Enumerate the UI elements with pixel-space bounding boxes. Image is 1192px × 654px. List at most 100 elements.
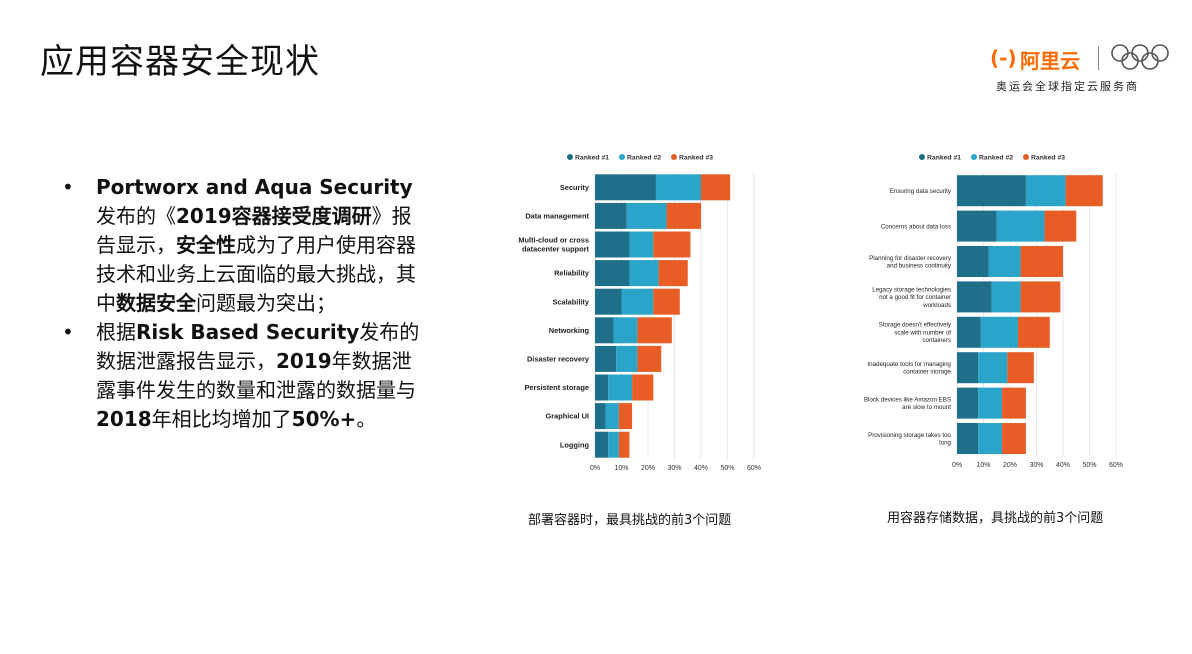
category-label: Scalability (552, 297, 589, 306)
category-label-line: and business continuity (887, 263, 952, 270)
legend-swatch (919, 154, 925, 160)
bullet-text: 。 (356, 407, 377, 431)
bullet-text: 50%+ (291, 407, 357, 431)
category-label-line: Ensuring data security (890, 188, 952, 195)
bar-segment (991, 281, 1021, 313)
x-tick-label: 50% (720, 465, 734, 472)
category-label-line: container storage (903, 369, 951, 376)
legend-swatch (567, 154, 573, 160)
category-label-line: Graphical UI (545, 412, 589, 421)
bar-segment (595, 174, 656, 201)
chart-caption: 部署容器时，最具挑战的前3个问题 (528, 513, 732, 528)
bar-segment (1020, 246, 1063, 277)
chart-container-storage-challenges: Ranked #1 Ranked #2 Ranked #3 0% 10% 20% 30% 40… (864, 154, 1123, 469)
category-label-line: workloads (922, 302, 951, 309)
brand-tagline: 奥运会全球指定云服务商 (996, 80, 1139, 93)
bar-segment (957, 387, 979, 419)
x-tick-label: 60% (747, 465, 761, 472)
category-label: Networking (549, 326, 590, 335)
bar-segment (605, 403, 619, 430)
bullet-text: 2019容器接受度调研 (176, 204, 372, 228)
legend-label: Ranked #1 (927, 155, 961, 162)
brand-name: 阿里云 (1020, 49, 1080, 73)
legend-label: Ranked #3 (1031, 155, 1065, 162)
x-tick-label: 30% (667, 465, 681, 472)
brand-logo: (-) 阿里云 奥运会全球指定云服务商 (990, 40, 1180, 100)
legend-label: Ranked #3 (679, 155, 713, 162)
legend-swatch (671, 154, 677, 160)
bullet-text: Risk Based Security (136, 320, 360, 344)
bar-segment (629, 231, 654, 258)
legend-swatch (971, 154, 977, 160)
category-label-line: Block devices like Amazon EBS (864, 396, 951, 403)
aliyun-logo-icon: (-) (990, 46, 1017, 70)
category-label-line: Planning for disaster recovery (869, 255, 952, 262)
bar-segment (618, 403, 633, 430)
olympic-rings-icon (1111, 44, 1169, 70)
category-label: Multi-cloud or cross datacenter support (518, 235, 589, 253)
bar-segment (595, 317, 614, 344)
bar-segment (626, 202, 667, 229)
bar-segment (629, 260, 659, 287)
bar-segment (658, 260, 688, 287)
bar-segment (608, 431, 619, 458)
bar-segment (595, 231, 630, 258)
category-label: Provisioning storage takes too long (868, 432, 951, 447)
category-label-line: long (939, 440, 951, 447)
category-label-line: are slow to mount (902, 404, 951, 411)
x-tick-label: 40% (694, 465, 708, 472)
category-label-line: Logging (560, 440, 590, 449)
x-tick-label: 10% (614, 465, 628, 472)
page-title: 应用容器安全现状 (40, 42, 320, 82)
category-label-line: Provisioning storage takes too (868, 432, 951, 439)
bar-segment (957, 352, 979, 384)
bullet-text: Portworx and Aqua Security (96, 175, 413, 199)
bar-segment (637, 345, 662, 372)
bullet-text: 发布的数据泄露报告显示， (96, 320, 420, 373)
category-label-line: Disaster recovery (527, 354, 590, 363)
bar-segment (988, 246, 1021, 277)
bullet-text: 2019 (276, 349, 332, 373)
bar-segment (957, 316, 981, 348)
legend-label: Ranked #2 (979, 155, 1013, 162)
bar-segment (1002, 423, 1026, 454)
category-label-line: Persistent storage (525, 383, 590, 392)
x-tick-label: 30% (1029, 462, 1043, 469)
category-label: Inadequate tools for managing container s… (867, 361, 951, 376)
category-label-line: Scalability (552, 297, 589, 306)
category-label: Ensuring data security (890, 188, 952, 195)
bar-segment (957, 423, 979, 454)
bar-segment (957, 281, 992, 313)
bar-segment (1065, 175, 1103, 207)
bar-segment (996, 210, 1045, 242)
bar-segment (1002, 387, 1026, 419)
bullet-text: 数据安全 (116, 291, 196, 315)
category-label-line: Inadequate tools for managing (867, 361, 951, 368)
bullet-text: 2018 (96, 407, 152, 431)
x-tick-label: 60% (1109, 462, 1123, 469)
bar-segment (608, 374, 633, 401)
x-tick-label: 40% (1056, 462, 1070, 469)
bar-segment (653, 231, 691, 258)
bar-segment (666, 202, 701, 229)
category-label-line: Concerns about data loss (881, 223, 951, 230)
bar-segment (1044, 210, 1077, 242)
legend-label: Ranked #1 (575, 155, 609, 162)
bar-segment (655, 174, 701, 201)
bar-segment (637, 317, 672, 344)
bullet-text: 年数据泄露事件发生的数量和泄露的数据量与 (96, 349, 416, 402)
category-label: Planning for disaster recovery and busine… (869, 255, 952, 270)
bar-segment (595, 288, 622, 315)
category-label-line: Storage doesn't effectively (879, 322, 952, 329)
category-label: Graphical UI (545, 412, 589, 421)
category-label: Logging (560, 440, 590, 449)
category-label: Persistent storage (525, 383, 590, 392)
legend-swatch (619, 154, 625, 160)
bar-segment (595, 431, 609, 458)
category-label-line: datacenter support (522, 245, 589, 254)
bar-segment (1007, 352, 1034, 384)
category-label: Legacy storage technologies not a good fi… (872, 286, 951, 309)
bar-segment (595, 403, 606, 430)
brand-divider (1098, 46, 1099, 70)
x-tick-label: 0% (590, 465, 600, 472)
